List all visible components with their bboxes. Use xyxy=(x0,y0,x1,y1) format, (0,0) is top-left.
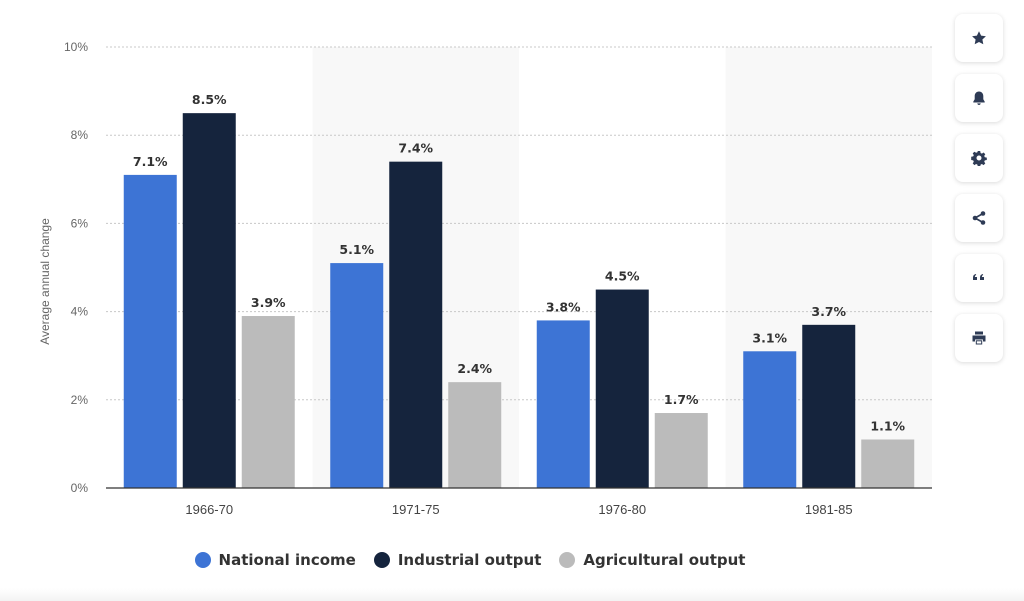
favorite-button[interactable] xyxy=(955,14,1003,62)
data-label: 3.1% xyxy=(752,330,787,345)
bar xyxy=(802,324,856,488)
bar-chart: 0% 2% 4% 6% 8% 10% Average annual change 7.1% 8.… xyxy=(38,40,932,517)
bar xyxy=(123,174,177,488)
bar xyxy=(389,161,443,488)
print-icon xyxy=(972,331,986,345)
bottom-fade xyxy=(0,588,1024,601)
y-tick-label: 8% xyxy=(71,128,89,142)
legend-dot-national-income xyxy=(194,552,211,568)
x-tick-label: 1971-75 xyxy=(392,502,440,517)
y-tick-label: 4% xyxy=(71,305,89,319)
legend-dot-agricultural-output xyxy=(559,552,576,568)
notification-button[interactable] xyxy=(955,74,1003,122)
y-tick-label: 10% xyxy=(64,40,88,54)
x-tick-label: 1981-85 xyxy=(805,502,853,517)
x-tick-label: 1966-70 xyxy=(185,502,233,517)
bar xyxy=(595,289,649,488)
data-label: 5.1% xyxy=(339,242,374,257)
legend-item-agricultural-output[interactable]: Agricultural output xyxy=(559,551,745,569)
legend-item-industrial-output[interactable]: Industrial output xyxy=(373,551,542,569)
legend-label: Industrial output xyxy=(397,551,542,569)
data-label: 1.7% xyxy=(664,392,699,407)
data-label: 8.5% xyxy=(192,92,227,107)
y-tick-label: 6% xyxy=(71,216,89,230)
settings-button[interactable] xyxy=(955,134,1003,182)
bar xyxy=(182,113,236,489)
data-label: 4.5% xyxy=(605,269,640,284)
share-button[interactable] xyxy=(955,194,1003,242)
chart-toolbar xyxy=(955,14,1005,374)
legend-label: National income xyxy=(218,551,356,569)
star-icon xyxy=(972,31,986,45)
legend-label: Agricultural output xyxy=(583,551,746,569)
cite-button[interactable] xyxy=(955,254,1003,302)
bar xyxy=(330,263,384,488)
data-label: 1.1% xyxy=(870,418,905,433)
y-axis-title: Average annual change xyxy=(38,218,52,345)
bar xyxy=(536,320,590,488)
print-button[interactable] xyxy=(955,314,1003,362)
legend-dot-industrial-output xyxy=(373,552,390,568)
data-label: 3.9% xyxy=(251,295,286,310)
quote-icon xyxy=(973,274,984,280)
y-tick-label: 0% xyxy=(71,481,89,495)
data-label: 7.1% xyxy=(133,154,168,169)
x-tick-label: 1976-80 xyxy=(598,502,646,517)
bar xyxy=(654,413,708,488)
bar xyxy=(448,382,502,488)
legend: National income Industrial output Agricu… xyxy=(0,548,940,572)
chart-area: 0% 2% 4% 6% 8% 10% Average annual change 7.1% 8.… xyxy=(38,40,932,517)
data-label: 3.7% xyxy=(811,304,846,319)
bell-icon xyxy=(973,91,985,105)
y-tick-label: 2% xyxy=(71,393,89,407)
bar xyxy=(743,351,797,488)
data-label: 3.8% xyxy=(546,299,581,314)
data-label: 7.4% xyxy=(398,141,433,156)
gear-icon xyxy=(971,151,987,166)
legend-item-national-income[interactable]: National income xyxy=(194,551,356,569)
bar xyxy=(241,316,295,488)
share-icon xyxy=(972,211,986,225)
bar xyxy=(861,439,915,488)
data-label: 2.4% xyxy=(457,361,492,376)
